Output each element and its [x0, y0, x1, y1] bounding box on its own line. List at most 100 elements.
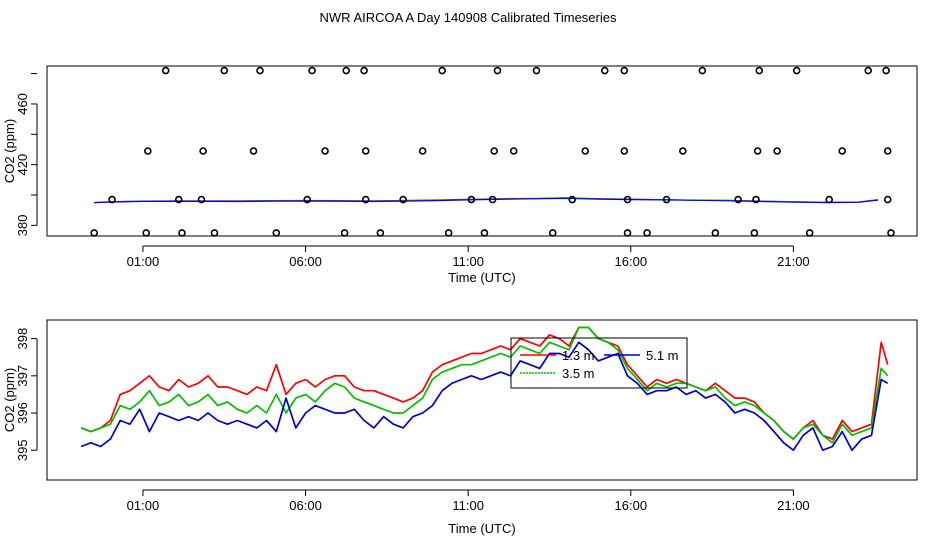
chart-panel-bottom: 01:00 06:00 11:00 16:00 21:00 395 396 397 398 T…	[2, 319, 918, 536]
scatter-point	[438, 66, 446, 75]
scatter-point	[342, 66, 351, 75]
scatter-point	[679, 147, 687, 155]
series-lines-top	[94, 197, 879, 204]
scatter-point	[887, 229, 895, 237]
scatter-point	[882, 66, 890, 75]
scatter-point	[600, 66, 609, 75]
series-line-3-5-m	[80, 326, 889, 444]
scatter-points-top	[90, 66, 895, 237]
scatter-point	[662, 195, 671, 204]
x-tick-label-bottom: 21:00	[777, 498, 810, 513]
scatter-point	[178, 229, 186, 237]
scatter-point	[750, 229, 759, 237]
y-tick-label-top: 460	[15, 93, 30, 115]
scatter-point	[142, 229, 150, 237]
scatter-point	[174, 195, 183, 204]
scatter-point	[488, 195, 497, 204]
scatter-point	[256, 66, 264, 75]
scatter-point	[825, 195, 833, 204]
y-tick-label-bottom: 396	[15, 402, 30, 424]
scatter-point	[161, 66, 170, 75]
plot-frame-bottom	[46, 319, 918, 481]
scatter-point	[144, 147, 152, 155]
scatter-point	[711, 229, 720, 237]
series-lines-bottom	[80, 326, 889, 452]
scatter-point	[755, 66, 764, 75]
scatter-point	[620, 147, 629, 155]
series-line-1-3-m	[80, 326, 889, 440]
scatter-point	[321, 147, 329, 155]
scatter-point	[467, 195, 476, 204]
scatter-point	[197, 195, 206, 204]
legend-box	[510, 337, 688, 389]
y-tick-label-top: 380	[15, 215, 30, 237]
scatter-point	[272, 229, 281, 237]
scatter-point	[548, 229, 557, 237]
scatter-point	[361, 147, 370, 155]
series-line-blue	[94, 197, 879, 204]
scatter-point	[509, 147, 518, 155]
scatter-point	[532, 66, 541, 75]
y-tick-label-bottom: 397	[15, 365, 30, 387]
legend-entry-3: 5.1 m	[646, 348, 679, 363]
figure-title: NWR AIRCOA A Day 140908 Calibrated Times…	[320, 10, 617, 25]
scatter-point	[90, 229, 98, 237]
scatter-point	[698, 66, 707, 75]
scatter-point	[493, 66, 502, 75]
scatter-point	[623, 195, 632, 204]
scatter-point	[418, 147, 427, 155]
scatter-point	[220, 66, 229, 75]
scatter-point	[805, 229, 814, 237]
y-tick-label-bottom: 398	[15, 328, 30, 350]
x-axis-label-top: Time (UTC)	[448, 270, 515, 285]
x-axis-top: 01:00 06:00 11:00 16:00 21:00	[127, 245, 810, 269]
scatter-point	[340, 229, 349, 237]
scatter-point	[399, 195, 407, 204]
y-axis-top: 380 420 460	[15, 73, 38, 237]
series-line-5-1-m	[80, 341, 889, 452]
scatter-point	[623, 229, 632, 237]
scatter-point	[249, 147, 258, 155]
scatter-point	[360, 66, 368, 75]
scatter-point	[444, 229, 453, 237]
scatter-point	[308, 66, 316, 75]
scatter-point	[581, 147, 590, 155]
x-tick-label-bottom: 06:00	[289, 498, 322, 513]
scatter-point	[361, 195, 370, 204]
scatter-point	[108, 195, 116, 204]
scatter-point	[864, 66, 873, 75]
scatter-point	[568, 195, 577, 204]
scatter-point	[199, 147, 207, 155]
scatter-point	[734, 195, 742, 204]
scatter-point	[753, 147, 762, 155]
scatter-point	[773, 147, 781, 155]
legend: 1.3 m 3.5 m 5.1 m	[510, 337, 688, 389]
scatter-point	[620, 66, 629, 75]
x-axis-bottom: 01:00 06:00 11:00 16:00 21:00	[127, 489, 810, 513]
y-tick-label-bottom: 395	[15, 439, 30, 461]
scatter-point	[210, 229, 219, 237]
x-tick-label-top: 06:00	[289, 254, 322, 269]
scatter-point	[490, 147, 498, 155]
y-axis-label-top: CO2 (ppm)	[2, 119, 17, 183]
legend-entry-2: 3.5 m	[562, 366, 595, 381]
x-tick-label-bottom: 11:00	[452, 498, 484, 513]
scatter-point	[838, 147, 846, 155]
scatter-point	[303, 195, 311, 204]
x-tick-label-top: 11:00	[452, 254, 484, 269]
scatter-point	[883, 147, 892, 155]
x-tick-label-top: 21:00	[777, 254, 810, 269]
x-tick-label-bottom: 01:00	[127, 498, 160, 513]
x-tick-label-top: 01:00	[127, 254, 160, 269]
plot-frame-top	[46, 65, 918, 237]
scatter-point	[792, 66, 801, 75]
scatter-point	[643, 229, 651, 237]
scatter-point	[480, 229, 489, 237]
x-tick-label-bottom: 16:00	[615, 498, 648, 513]
x-tick-label-top: 16:00	[615, 254, 648, 269]
scatter-point	[376, 229, 385, 237]
legend-entry-1: 1.3 m	[562, 348, 595, 363]
scatter-point	[752, 195, 760, 204]
y-tick-label-top: 420	[15, 154, 30, 176]
